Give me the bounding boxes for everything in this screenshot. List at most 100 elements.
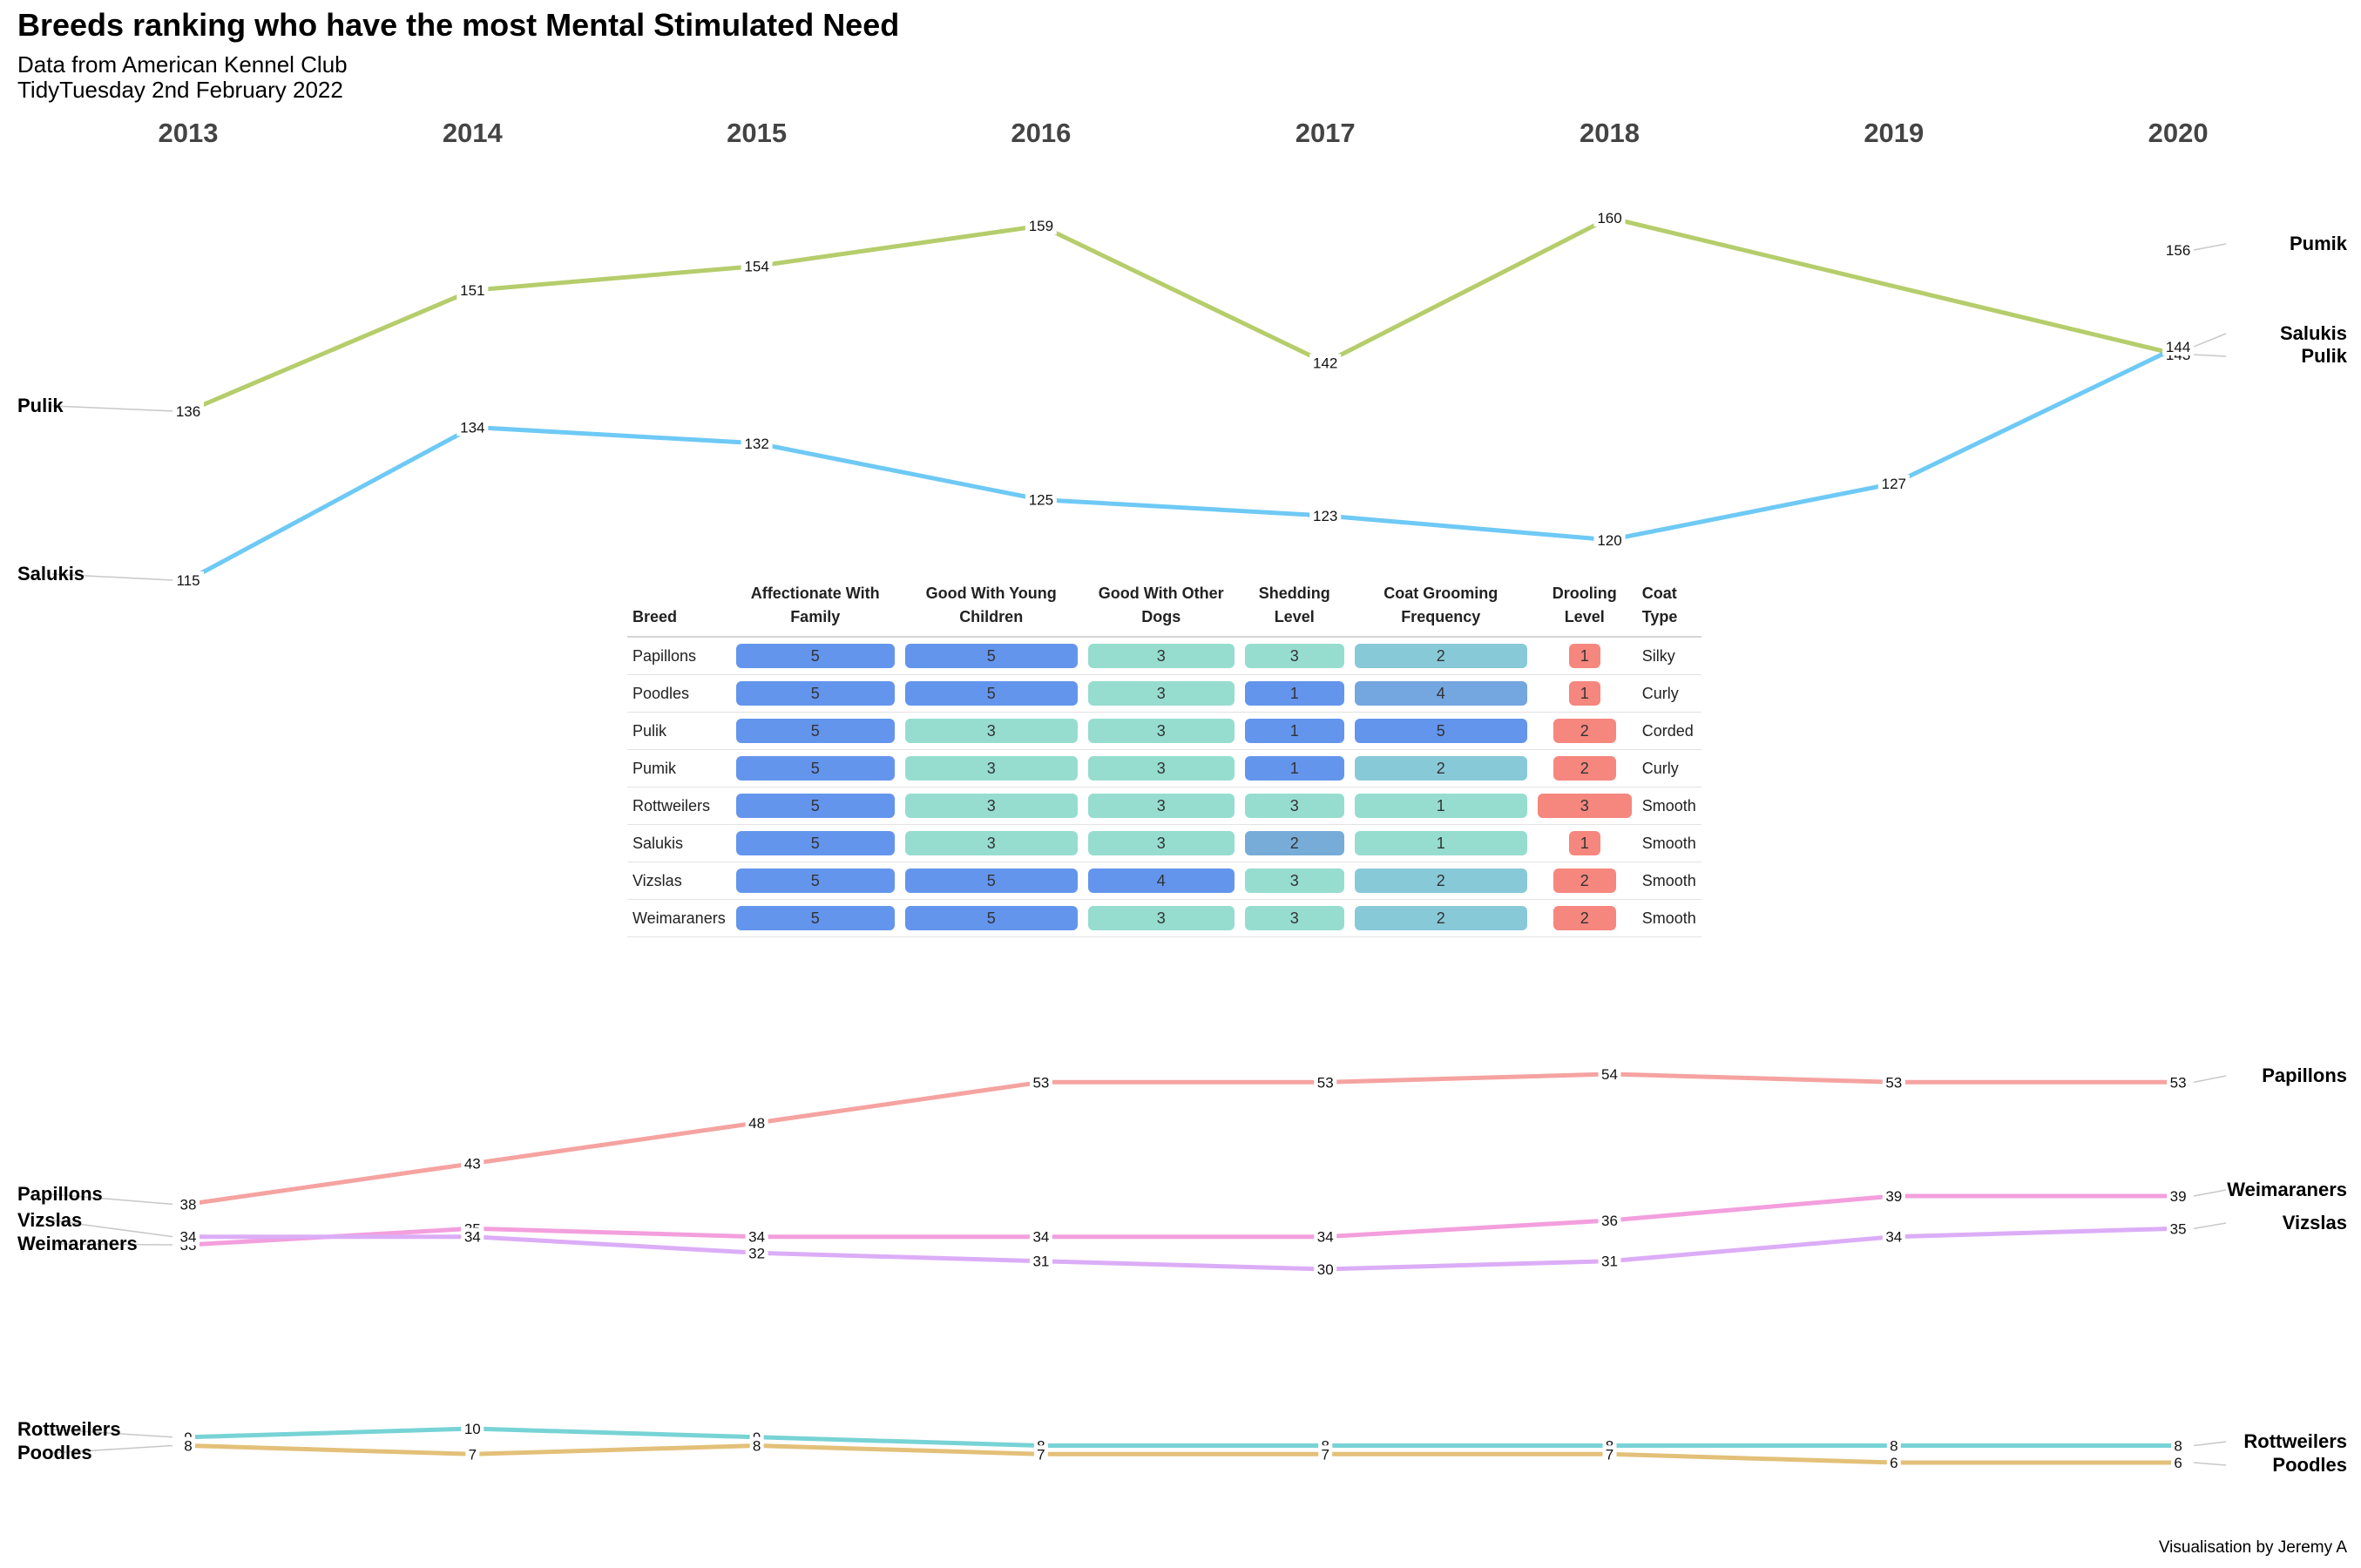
right-breed-label-poodles: Poodles [2272, 1454, 2347, 1476]
year-label-2019: 2019 [1864, 118, 1924, 148]
point-bg-salukis-2017 [1309, 507, 1342, 525]
cell-coat: Curly [1636, 674, 1701, 713]
left-leader-vizslas [51, 1220, 173, 1238]
right-leader-pulik [2194, 354, 2227, 357]
rating-pill-dogs: 3 [1087, 719, 1235, 743]
point-label-salukis-2013: 115 [176, 572, 200, 589]
cell-children: 3 [899, 712, 1083, 750]
cell-coat: Smooth [1636, 787, 1701, 825]
rating-pill-children: 5 [904, 681, 1078, 706]
column-header-shedding: Shedding Level [1239, 582, 1350, 638]
column-header-line2: Type [1641, 608, 1678, 625]
column-header-affectionate: Affectionate With Family [730, 582, 900, 638]
point-label-weimaraners-2017: 34 [1317, 1229, 1334, 1246]
point-label-weimaraners-2020: 39 [2170, 1188, 2187, 1205]
point-bg-vizslas-2017 [1314, 1260, 1337, 1278]
cell-children: 3 [899, 787, 1083, 825]
cell-drooling: 3 [1532, 787, 1637, 825]
point-label-papillons-2016: 53 [1032, 1074, 1049, 1091]
left-breed-label-papillons: Papillons [17, 1183, 103, 1205]
column-header-line2: Frequency [1401, 608, 1481, 625]
point-label-pumik-2020: 156 [2166, 242, 2190, 259]
cell-affectionate: 5 [730, 824, 900, 862]
point-label-vizslas-2017: 30 [1317, 1261, 1334, 1278]
point-label-salukis-2018: 120 [1597, 532, 1621, 549]
right-breed-label-weimaraners: Weimaraners [2227, 1179, 2347, 1200]
chart-subtitle: Data from American Kennel Club TidyTuesd… [17, 52, 348, 103]
rating-pill-drooling: 2 [1553, 906, 1616, 930]
point-label-rottweilers-2019: 8 [1890, 1438, 1898, 1455]
rating-pill-affectionate: 5 [735, 644, 895, 668]
rating-pill-drooling: 1 [1568, 831, 1600, 855]
point-label-rottweilers-2014: 10 [464, 1421, 481, 1437]
point-label-poodles-2016: 7 [1037, 1446, 1045, 1463]
cell-drooling: 2 [1532, 899, 1637, 937]
rating-pill-drooling: 2 [1553, 868, 1616, 893]
cell-drooling: 2 [1532, 862, 1637, 900]
cell-shedding: 2 [1239, 824, 1350, 862]
right-leader-vizslas [2193, 1222, 2227, 1230]
rating-pill-children: 3 [904, 794, 1078, 818]
point-label-poodles-2015: 8 [753, 1438, 761, 1455]
point-bg-pulik-2017 [1309, 354, 1342, 372]
right-breed-label-rottweilers: Rottweilers [2243, 1430, 2347, 1452]
year-label-2013: 2013 [159, 118, 219, 148]
rating-pill-dogs: 3 [1087, 831, 1235, 855]
point-bg-salukis-2016 [1025, 490, 1057, 509]
point-label-papillons-2017: 53 [1317, 1074, 1334, 1091]
point-label-papillons-2018: 54 [1601, 1066, 1618, 1083]
cell-breed: Salukis [627, 824, 731, 862]
cell-grooming: 1 [1349, 787, 1532, 825]
column-header-dogs: Good With Other Dogs [1082, 582, 1240, 638]
right-breed-label-pulik: Pulik [2301, 345, 2347, 367]
series-line-pulik [187, 215, 2179, 414]
cell-children: 3 [899, 749, 1083, 787]
table-body: Papillons 5 5 3 3 2 1 Silky Poodles 5 5 3 1 4 1 Curly Pu… [627, 637, 1701, 937]
point-bg-weimaraners-2017 [1314, 1227, 1337, 1246]
point-bg-salukis-2015 [741, 434, 773, 452]
point-label-papillons-2013: 38 [180, 1196, 197, 1213]
series-line-rottweilers [187, 1426, 2179, 1448]
left-breed-label-vizslas: Vizslas [17, 1209, 82, 1231]
cell-affectionate: 5 [730, 637, 900, 675]
rating-pill-affectionate: 5 [735, 831, 895, 855]
right-breed-label-vizslas: Vizslas [2283, 1212, 2347, 1233]
point-bg-vizslas-2015 [745, 1244, 768, 1262]
point-bg-weimaraners-2016 [1029, 1227, 1052, 1246]
point-label-papillons-2020: 53 [2170, 1074, 2187, 1091]
table-row: Vizslas 5 5 4 3 2 2 Smooth [627, 862, 1701, 900]
rating-pill-drooling: 1 [1568, 681, 1600, 706]
point-label-rottweilers-2020: 8 [2174, 1438, 2182, 1455]
rating-pill-affectionate: 5 [735, 756, 895, 781]
year-label-2015: 2015 [727, 118, 787, 148]
rating-pill-shedding: 1 [1244, 681, 1344, 706]
point-bg-weimaraners-2015 [745, 1227, 768, 1246]
cell-shedding: 1 [1239, 674, 1350, 713]
point-bg-vizslas-2016 [1029, 1252, 1052, 1270]
rating-pill-children: 5 [904, 868, 1078, 893]
column-header-line2: Family [790, 608, 841, 625]
point-bg-rottweilers-2019 [1886, 1436, 1901, 1455]
cell-grooming: 2 [1349, 899, 1532, 937]
rating-pill-grooming: 2 [1354, 906, 1527, 930]
cell-affectionate: 5 [730, 899, 900, 937]
cell-grooming: 2 [1349, 637, 1532, 675]
point-bg-salukis-2018 [1593, 531, 1626, 549]
rating-pill-children: 5 [904, 906, 1078, 930]
cell-shedding: 3 [1239, 787, 1350, 825]
point-bg-vizslas-2019 [1882, 1227, 1905, 1246]
rating-pill-affectionate: 5 [735, 868, 895, 893]
point-bg-pulik-2015 [741, 257, 773, 275]
cell-affectionate: 5 [730, 712, 900, 750]
point-bg-poodles-2020 [2171, 1454, 2186, 1471]
point-bg-poodles-2017 [1318, 1445, 1333, 1463]
cell-dogs: 3 [1082, 824, 1240, 862]
cell-grooming: 1 [1349, 824, 1532, 862]
column-header-line1: Affectionate With [750, 585, 880, 602]
rating-pill-children: 5 [904, 644, 1078, 668]
left-leader-salukis [51, 573, 173, 581]
right-leader-pumik [2193, 243, 2227, 251]
rating-pill-dogs: 3 [1087, 644, 1235, 668]
left-leader-rottweilers [51, 1429, 173, 1438]
rating-pill-affectionate: 5 [735, 794, 895, 818]
